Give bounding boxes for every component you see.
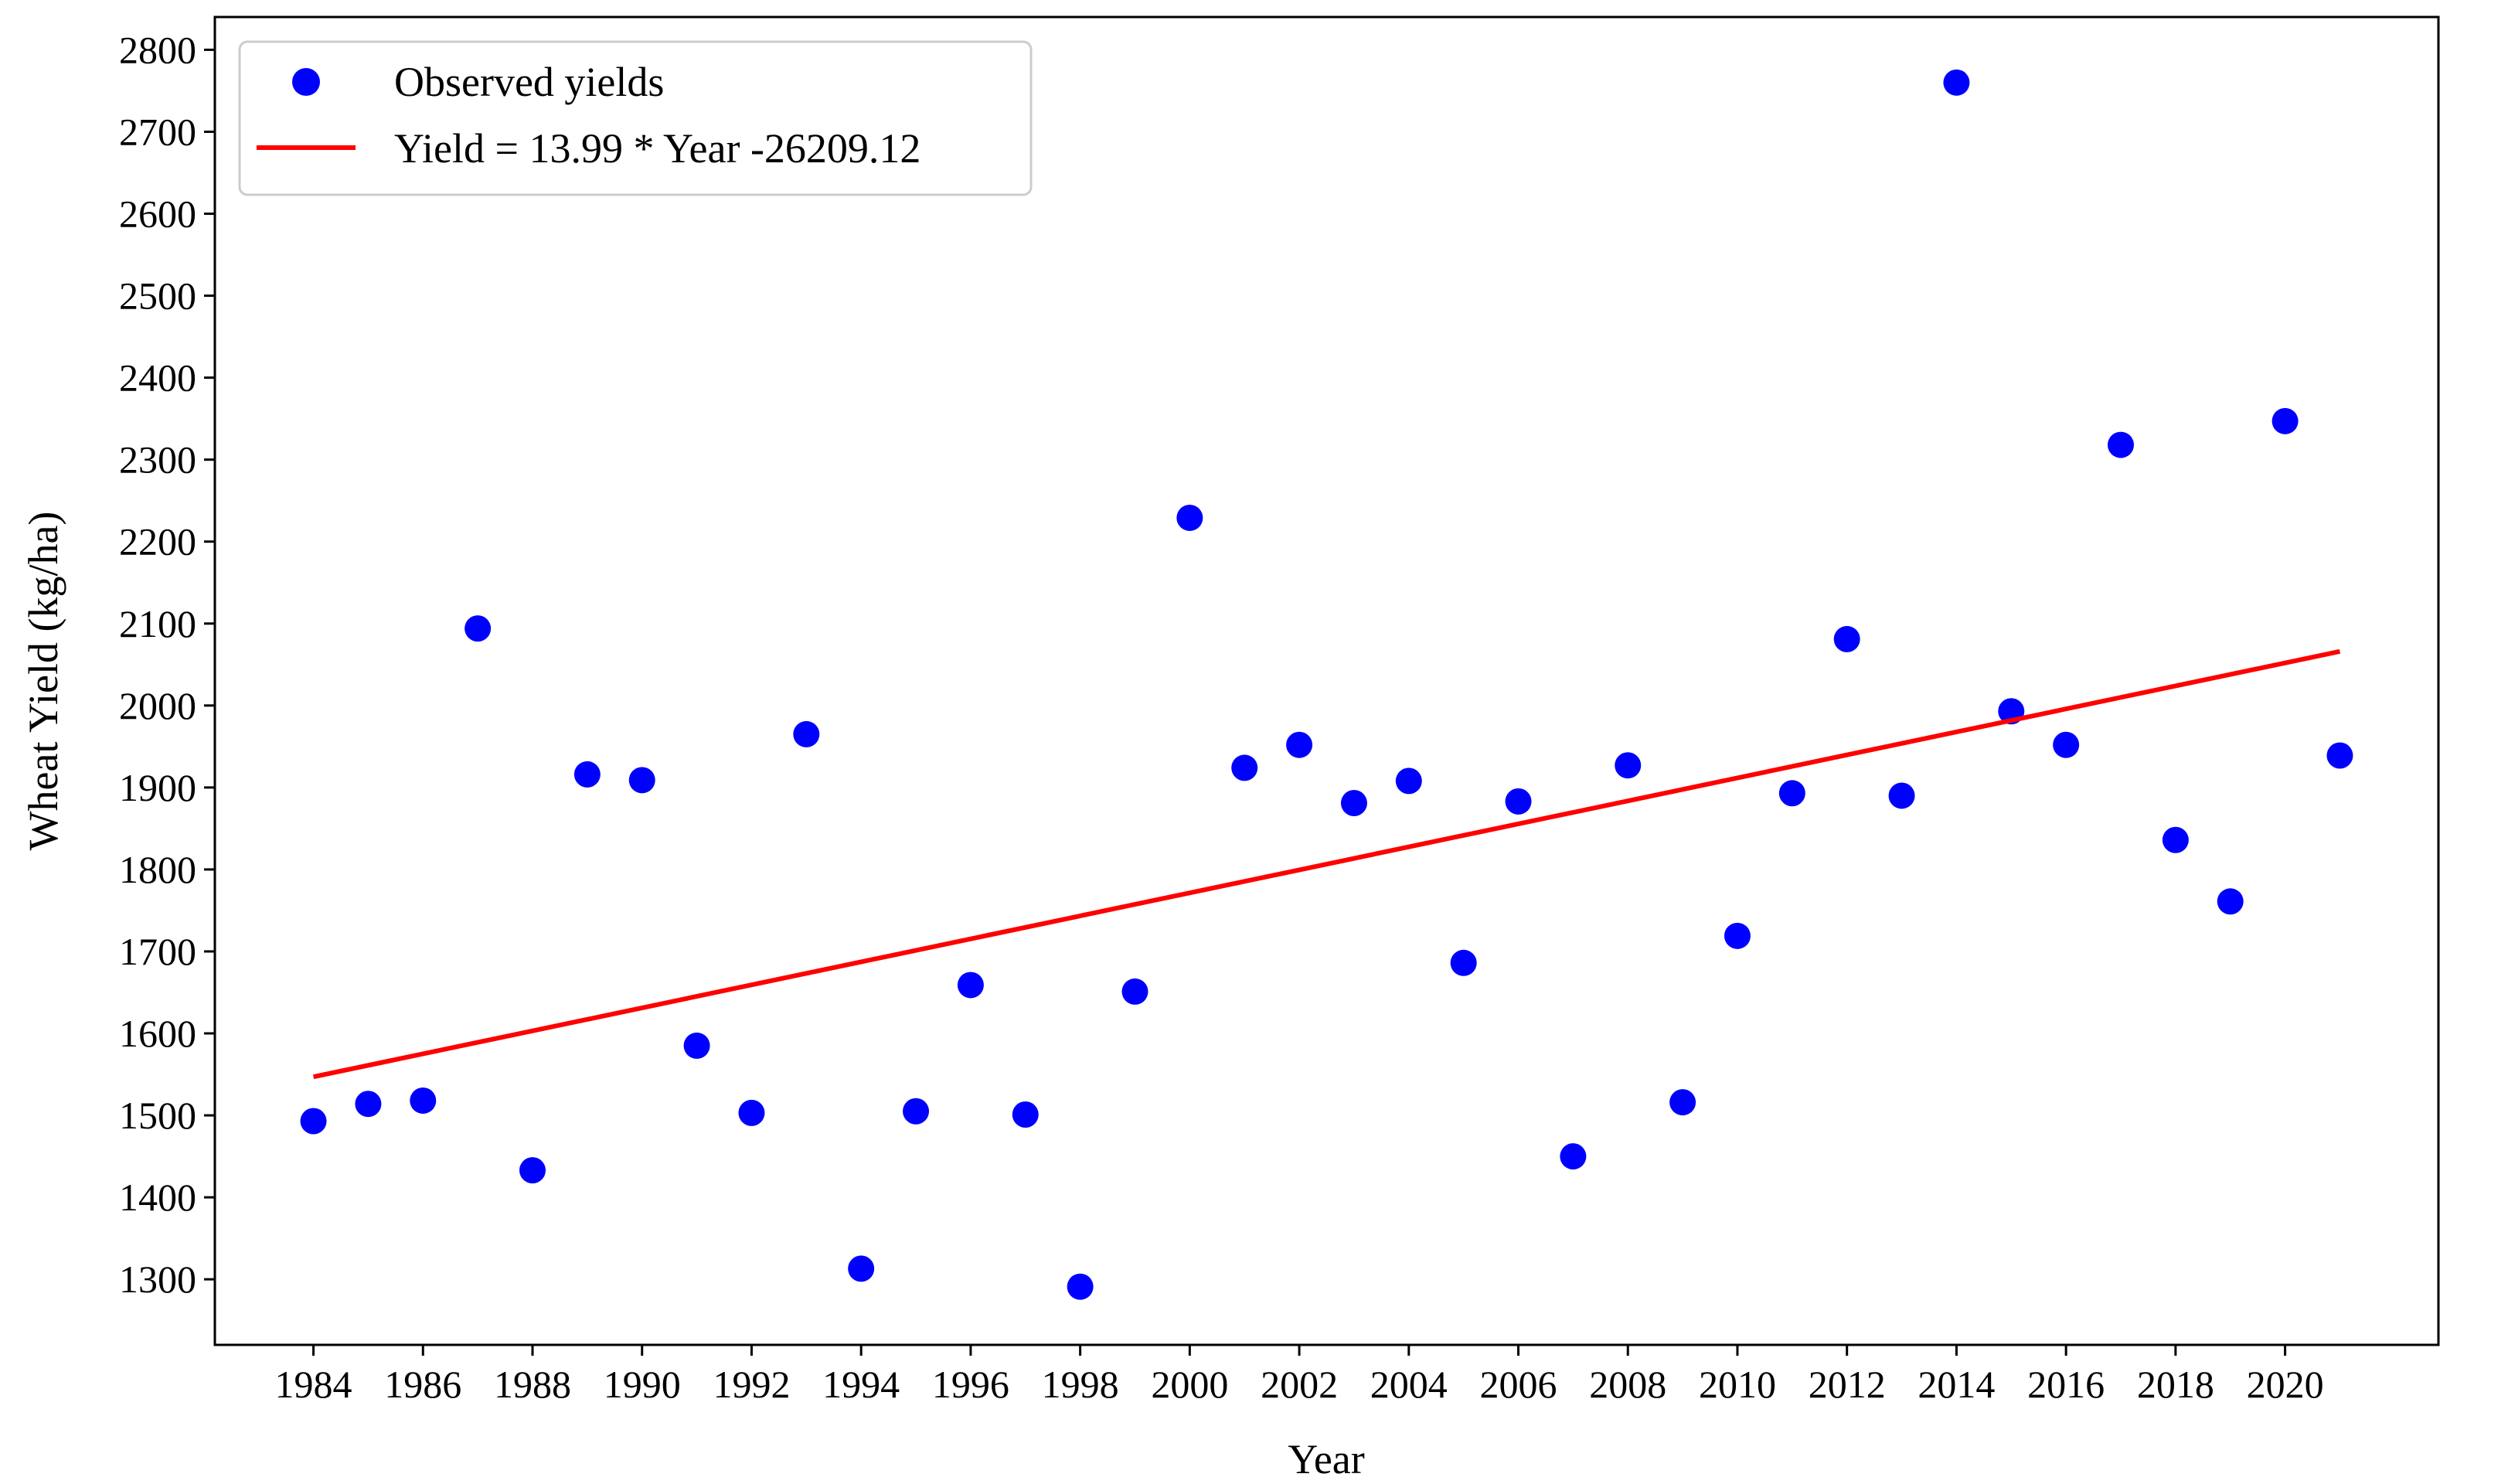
data-point (300, 1108, 327, 1135)
data-point (410, 1087, 437, 1114)
x-tick-label: 2012 (1809, 1363, 1886, 1406)
data-point (793, 720, 820, 747)
data-point (1943, 69, 1970, 96)
data-point (1450, 949, 1477, 976)
data-point (519, 1157, 546, 1184)
x-tick-label: 2020 (2247, 1363, 2324, 1406)
x-tick-label: 1986 (384, 1363, 461, 1406)
y-tick-label: 2400 (119, 356, 196, 400)
x-tick-label: 2006 (1480, 1363, 1557, 1406)
x-tick-label: 2000 (1151, 1363, 1228, 1406)
y-tick-label: 1300 (119, 1258, 196, 1301)
data-point (1833, 625, 1860, 652)
y-tick-label: 1700 (119, 930, 196, 973)
data-point (2108, 431, 2134, 458)
x-tick-label: 2014 (1918, 1363, 1995, 1406)
y-axis: 1300 1400 1500 1600 1700 1800 1900 2000 2100 2200… (119, 28, 215, 1301)
data-point (2326, 742, 2353, 769)
y-tick-label: 2100 (119, 602, 196, 645)
data-point (2271, 407, 2299, 434)
data-point (1121, 978, 1149, 1005)
x-axis-title: Year (1288, 1436, 1365, 1482)
data-point (1340, 790, 1367, 817)
y-tick-label: 2500 (119, 274, 196, 318)
data-point (465, 615, 492, 642)
data-point (848, 1255, 875, 1282)
x-tick-label: 2004 (1370, 1363, 1448, 1406)
y-tick-label: 1900 (119, 766, 196, 809)
data-point (1395, 768, 1422, 795)
data-point (1012, 1101, 1039, 1128)
y-tick-label: 1600 (119, 1012, 196, 1055)
data-point (1778, 780, 1805, 807)
x-tick-label: 2010 (1699, 1363, 1776, 1406)
legend-box (238, 40, 1033, 196)
data-point (1067, 1273, 1094, 1300)
data-point (573, 761, 601, 788)
data-point (957, 972, 984, 999)
x-tick-label: 1990 (604, 1363, 681, 1406)
data-point (2053, 731, 2080, 758)
data-point (683, 1032, 710, 1059)
y-tick-label: 2800 (119, 28, 196, 71)
data-point (628, 767, 655, 794)
x-tick-label: 1998 (1042, 1363, 1119, 1406)
data-point (1176, 504, 1203, 531)
legend: Observed yields Yield = 13.99 * Year -26… (238, 40, 1033, 196)
data-point (1560, 1143, 1587, 1170)
data-point (1231, 754, 1258, 781)
legend-label-trendline: Yield = 13.99 * Year -26209.12 (394, 125, 921, 172)
data-point (2162, 826, 2189, 853)
data-point (738, 1099, 765, 1126)
x-axis: 1984 1986 1988 1990 1992 1994 1996 1998 2000 2002… (275, 1345, 2324, 1406)
data-point (1669, 1089, 1696, 1116)
x-tick-label: 2016 (2027, 1363, 2105, 1406)
plot-marks (300, 69, 2353, 1300)
x-tick-label: 1992 (713, 1363, 790, 1406)
legend-marker-observed (292, 68, 320, 96)
data-point (355, 1091, 382, 1118)
y-tick-label: 2200 (119, 520, 196, 563)
data-point (903, 1098, 930, 1125)
legend-label-observed: Observed yields (394, 59, 664, 105)
x-tick-label: 1988 (494, 1363, 571, 1406)
x-tick-label: 2018 (2137, 1363, 2214, 1406)
data-point (1615, 752, 1642, 779)
x-tick-label: 1996 (932, 1363, 1009, 1406)
plot-frame (213, 15, 2440, 1346)
data-point (1505, 788, 1532, 815)
y-axis-title: Wheat Yield (kg/ha) (20, 512, 66, 851)
data-point (1724, 922, 1751, 949)
x-tick-label: 1994 (822, 1363, 900, 1406)
data-point (2217, 888, 2244, 915)
x-tick-label: 1984 (275, 1363, 352, 1406)
data-point (1888, 782, 1915, 809)
y-tick-label: 2000 (119, 684, 196, 727)
y-tick-label: 2300 (119, 438, 196, 482)
trend-line (312, 648, 2341, 1080)
y-tick-label: 1400 (119, 1176, 196, 1219)
y-tick-label: 2600 (119, 192, 196, 236)
x-tick-label: 2002 (1261, 1363, 1338, 1406)
data-point (1286, 731, 1313, 758)
y-tick-label: 1500 (119, 1094, 196, 1137)
y-tick-label: 1800 (119, 848, 196, 891)
x-tick-label: 2008 (1589, 1363, 1666, 1406)
y-tick-label: 2700 (119, 110, 196, 153)
